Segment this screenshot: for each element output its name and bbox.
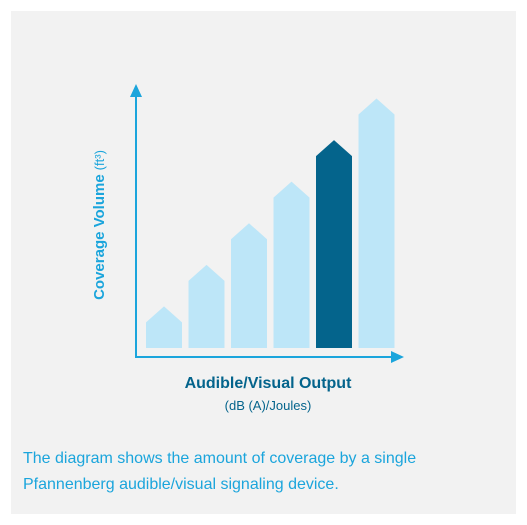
bar [273,181,310,348]
bar-highlighted [316,140,352,348]
y-axis-label: Coverage Volume [91,174,108,300]
y-axis-title: Coverage Volume (ft³) [91,150,108,300]
chart-caption: The diagram shows the amount of coverage… [23,450,417,493]
bar [188,264,225,348]
y-axis-arrowhead [130,84,142,97]
bars-group [146,98,395,348]
bar [146,306,182,348]
y-axis-units: (ft³) [92,150,107,170]
bar [358,98,395,348]
x-axis-units: (dB (A)/Joules) [225,398,312,413]
x-axis-arrowhead [391,351,404,363]
bar [231,223,267,348]
x-axis-label: Audible/Visual Output [185,375,352,392]
